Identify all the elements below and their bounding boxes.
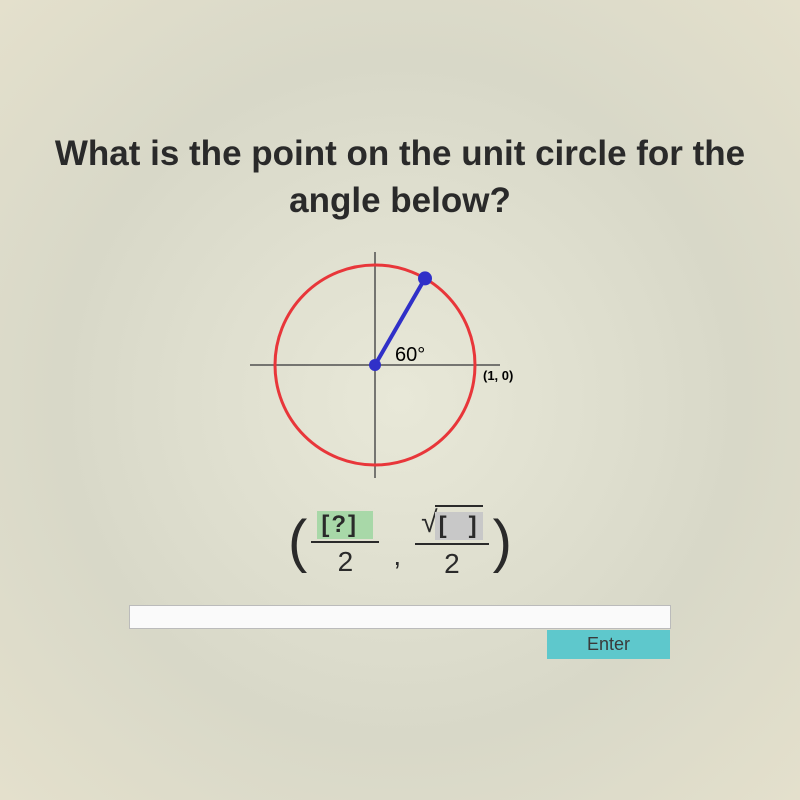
enter-button[interactable]: Enter <box>547 630 670 659</box>
first-numerator: [ ? ] <box>311 506 379 544</box>
close-paren: ) <box>493 513 512 571</box>
first-fraction: [ ? ] 2 <box>311 506 379 579</box>
axis-point-label: (1, 0) <box>483 368 513 383</box>
first-denominator: 2 <box>338 543 354 579</box>
second-fraction: √ [ ] 2 <box>415 505 488 581</box>
second-numerator: √ [ ] <box>415 505 488 545</box>
main-container: What is the point on the unit circle for… <box>0 0 800 800</box>
comma: , <box>393 540 401 580</box>
question-line-2: angle below? <box>55 177 745 224</box>
answer-input-bar[interactable]: Enter <box>129 605 671 629</box>
question-text: What is the point on the unit circle for… <box>55 130 745 225</box>
angle-label: 60° <box>395 344 425 367</box>
answer-template: ( [ ? ] 2 , √ <box>288 505 512 581</box>
second-input-box[interactable]: [ ] <box>435 512 483 540</box>
second-denominator: 2 <box>444 545 460 581</box>
sqrt-radicand: [ ] <box>435 505 483 541</box>
question-line-1: What is the point on the unit circle for… <box>55 130 745 177</box>
first-input-box[interactable]: [ ? ] <box>317 511 373 539</box>
sqrt-wrap: √ [ ] <box>421 505 482 541</box>
open-paren: ( <box>288 513 307 571</box>
unit-circle-diagram: 60° (1, 0) <box>225 240 575 490</box>
terminal-point <box>418 271 432 285</box>
center-point <box>369 359 381 371</box>
